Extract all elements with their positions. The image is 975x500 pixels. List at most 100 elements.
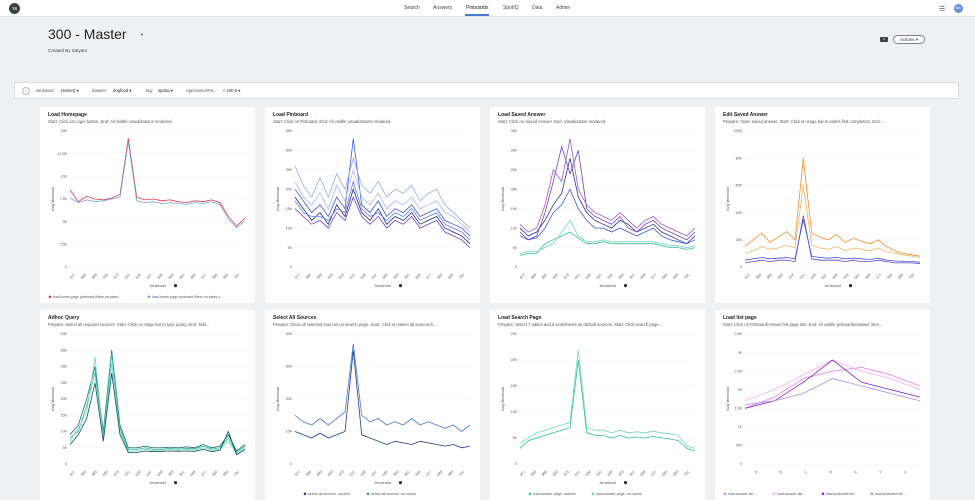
nav-item-spotiq[interactable]: SpotIQ [503,5,519,11]
legend-label[interactable]: load-home-page pinboard filters on sales… [53,295,121,299]
filter-value: sparta [158,88,170,93]
x-tick-label: 645 [157,470,164,477]
series-line[interactable] [294,196,471,248]
x-tick-label: 629 [585,470,592,477]
chart-card[interactable]: Load Homepage Start: Click on Login butto… [40,107,255,303]
legend-label[interactable]: select-all-sources -cached [308,492,350,496]
x-tick-label: 677 [650,470,657,477]
series-line[interactable] [519,158,696,245]
x-tick-label: 613 [113,470,120,477]
series-line[interactable] [744,366,921,409]
series-line[interactable] [69,356,246,455]
series-line[interactable] [519,231,696,256]
filter-value-dropdown[interactable]: < 100.0 ▾ [223,88,240,93]
line-chart[interactable]: 0 2.5K 5K 7.5K 10K 12.5K 15K 577 585 593 603 613 621… [40,107,255,303]
series-line[interactable] [744,215,921,264]
chart-card[interactable]: Load Search Page Prepare: Select 7 tables… [490,310,705,500]
series-line[interactable] [744,158,921,257]
series-line[interactable] [69,138,246,227]
x-tick-label: 585 [530,470,537,477]
axis-menu-icon[interactable] [173,284,178,288]
series-line[interactable] [69,141,246,229]
series-line[interactable] [519,144,696,241]
line-chart[interactable]: 0 5K 10K 15K 20K 25K 30K 35K 577 585 593 603 613 621 6… [490,107,705,303]
axis-menu-icon[interactable] [623,481,628,485]
line-chart[interactable]: 0 10K 20K 30K 40K 577 585 593 603 613 621 629 637 645… [265,310,480,500]
series-line[interactable] [744,185,921,258]
axis-menu-icon[interactable] [398,284,403,288]
series-line[interactable] [294,156,471,229]
tag-badge[interactable]: 0 [880,37,888,42]
settings-sliders-icon[interactable]: ☰ [939,6,946,13]
chart-card[interactable]: Load list page Start: Click on Pinboard/A… [715,310,930,500]
series-line[interactable] [69,353,246,454]
x-tick-label: 701 [908,273,915,280]
legend-label[interactable]: load-home-page pinboard filters on sales… [152,295,223,299]
legend-label[interactable]: load-answer-page -cached [533,492,576,496]
x-tick-label: 621 [574,273,581,280]
axis-menu-icon[interactable] [623,284,628,288]
x-tick-label: 577 [69,470,76,477]
y-tick-label: 0 [515,265,517,269]
x-tick-label: 577 [744,273,751,280]
x-tick-label: 645 [607,470,614,477]
filter-toggle-icon[interactable] [22,87,30,95]
nav-item-admin[interactable]: Admin [556,5,571,11]
chart-card[interactable]: Load Saved Answer Start: Click on Saved A… [490,107,705,303]
actions-button[interactable]: Actions ▾ [893,35,925,44]
chart-card[interactable]: Adhoc Query Prepare: Select all required … [40,310,255,500]
nav-item-data[interactable]: Data [532,5,543,11]
legend-label[interactable]: load-pinboard-list ... [875,492,907,496]
filter-value-dropdown[interactable]: dogfood ▾ [113,88,131,93]
line-chart[interactable]: 0 20K 40K 60K 80K 100K 577 585 593 603 613 621 629 63… [715,107,930,303]
legend-label[interactable]: load-answer-list ... [777,492,806,496]
series-line[interactable] [744,219,921,263]
filter-value-dropdown[interactable]: sparta ▾ [158,88,173,93]
y-tick-label: 30K [286,149,293,153]
series-line[interactable] [294,180,471,241]
avatar[interactable]: BA [954,4,963,13]
nav-item-answers[interactable]: Answers [433,5,453,11]
legend-swatch [366,492,370,496]
series-line[interactable] [519,359,696,452]
series-line[interactable] [294,138,471,237]
line-chart[interactable]: 0 500 1K 1.5K 2K 2.5K 3K 3.5K A B C D E F G Avg Metricv… [715,310,930,500]
x-tick-label: 593 [541,273,548,280]
chart-card[interactable]: Edit Saved Answer Prepare: Open saved ans… [715,107,930,303]
legend-label[interactable]: load-pinboard-list... [826,492,857,496]
series-line[interactable] [519,188,696,245]
series-line[interactable] [519,219,696,254]
nav-item-search[interactable]: Search [404,5,420,11]
line-chart[interactable]: 0 5K 10K 15K 20K 25K 577 585 593 603 613 621 629 637 6… [490,310,705,500]
axis-menu-icon[interactable] [848,284,853,288]
chart-card[interactable]: Select All Sources Prepare: Clear all sel… [265,310,480,500]
axis-menu-icon[interactable] [173,481,178,485]
legend-swatch [48,295,52,299]
series-line[interactable] [519,349,696,449]
chart-subtitle: Prepare: Select 7 tables and 5 worksheet… [498,322,663,327]
filter-value-dropdown[interactable]: (Select) ▾ [61,88,79,93]
axis-menu-icon[interactable] [398,481,403,485]
y-tick-label: 100K [734,129,743,133]
nav-item-pinboards[interactable]: Pinboards [466,5,489,11]
series-line[interactable] [519,138,696,237]
line-chart[interactable]: 0 5K 10K 15K 20K 25K 30K 35K 577 585 593 603 613 621 6… [265,107,480,303]
x-tick-label: 693 [447,273,454,280]
thoughtspot-logo-icon[interactable]: TS [9,3,20,14]
x-tick-label: 653 [618,273,625,280]
x-tick-label: 701 [458,470,465,477]
series-line[interactable] [294,343,471,433]
legend-label[interactable]: load-answer-list ... [728,492,757,496]
legend-swatch [723,492,727,496]
legend-label[interactable]: load-answer-page -no-cache [596,492,642,496]
line-chart[interactable]: 0 5K 10K 15K 20K 25K 30K 35K 40K 577 585 593 603 613 6… [40,310,255,500]
series-line[interactable] [744,359,921,402]
filter-name: tag: [146,88,153,93]
series-line[interactable] [294,168,471,233]
series-line[interactable] [294,350,471,449]
legend-label[interactable]: select-all-sources -no-cache [371,492,416,496]
series-line[interactable] [69,372,246,456]
chart-card[interactable]: Load Pinboard Start: Click on Pinboard. E… [265,107,480,303]
title-chevron-down-icon[interactable]: ▼ [140,32,144,37]
series-line[interactable] [744,378,921,405]
